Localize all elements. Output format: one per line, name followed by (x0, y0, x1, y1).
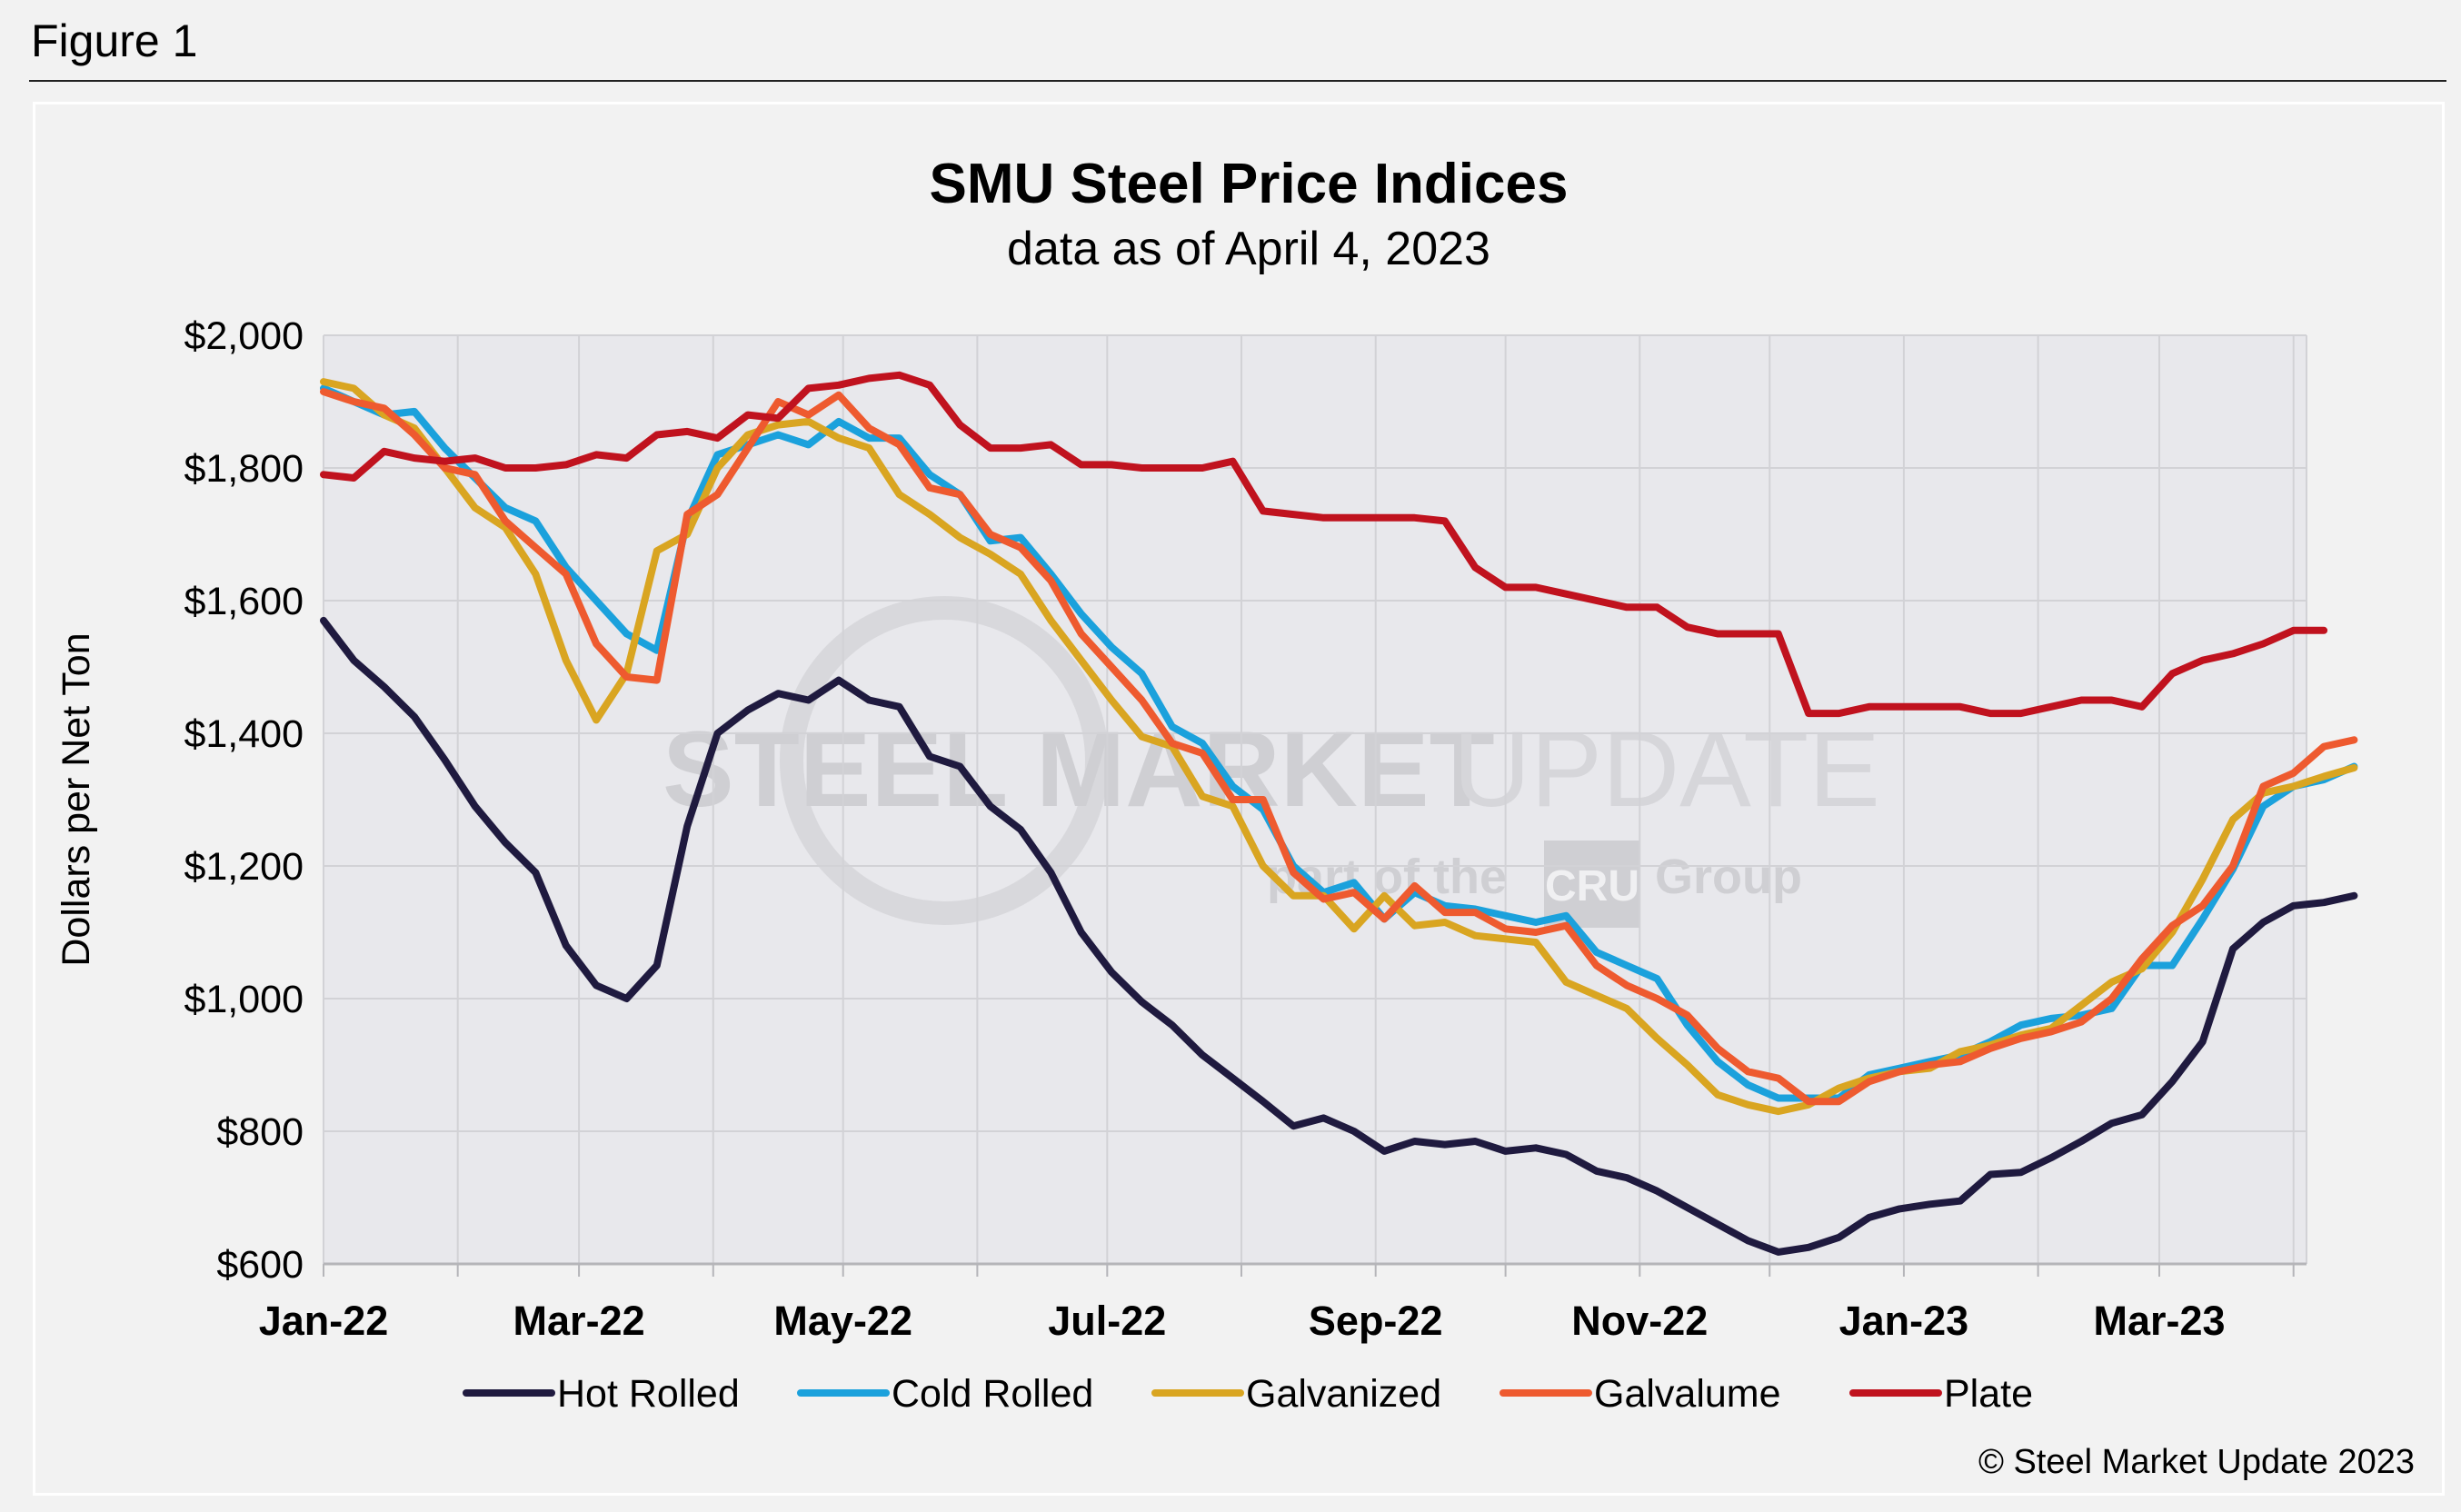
y-tick-label: $1,000 (184, 978, 304, 1021)
x-tick-label: Jan-23 (1839, 1298, 1969, 1344)
series-line-plate (320, 371, 2328, 718)
watermark-cru-box (1544, 841, 1640, 928)
x-tick-label: May-22 (773, 1298, 912, 1344)
chart-title: SMU Steel Price Indices (930, 153, 1569, 215)
series-line-cold-rolled (320, 384, 2358, 1102)
legend-label-cold-rolled: Cold Rolled (892, 1372, 1093, 1416)
legend-label-galvanized: Galvanized (1246, 1372, 1441, 1416)
x-tick-label: Jan-22 (259, 1298, 389, 1344)
y-tick-label: $1,600 (184, 580, 304, 623)
y-tick-label: $800 (216, 1110, 304, 1154)
y-tick-label: $1,400 (184, 712, 304, 756)
y-axis-label: Dollars per Net Ton (55, 632, 98, 966)
watermark-ring (780, 596, 1109, 925)
chart: SMU Steel Price Indices data as of April… (55, 153, 2415, 1481)
grid (323, 334, 2307, 1265)
x-tick-label: Sep-22 (1309, 1298, 1443, 1344)
x-tick-labels: Jan-22 Mar-22 May-22 Jul-22 Sep-22 Nov-22 Jan-… (259, 1298, 2226, 1344)
chart-panel: SMU Steel Price Indices data as of April… (33, 102, 2445, 1496)
y-tick-label: $2,000 (184, 314, 304, 358)
x-tick-label: Nov-22 (1571, 1298, 1708, 1344)
watermark-cru: CRU (1545, 862, 1639, 910)
x-tick-label: Mar-23 (2093, 1298, 2225, 1344)
series-lines (320, 371, 2358, 1256)
legend-label-hot-rolled: Hot Rolled (557, 1372, 740, 1416)
y-tick-label: $600 (216, 1243, 304, 1287)
y-tick-label: $1,200 (184, 845, 304, 889)
figure-divider (29, 80, 2446, 82)
watermark-brand-light: UPDATE (1453, 710, 1880, 830)
watermark-brand-bold: STEEL MARKET (663, 710, 1495, 830)
legend-label-galvalume: Galvalume (1594, 1372, 1781, 1416)
series-line-hot-rolled (320, 616, 2358, 1256)
figure-label: Figure 1 (31, 15, 198, 66)
y-tick-labels: $600 $800 $1,000 $1,200 $1,400 $1,600 $1,800 $2… (184, 314, 304, 1287)
chart-subtitle: data as of April 4, 2023 (1007, 223, 1490, 275)
legend-label-plate: Plate (1944, 1372, 2033, 1416)
legend: Hot Rolled Cold Rolled Galvanized Galvalume… (463, 1372, 2033, 1416)
axes (323, 1262, 2307, 1277)
x-tick-label: Mar-22 (513, 1298, 645, 1344)
plot-area (324, 335, 2307, 1264)
copyright-text: © Steel Market Update 2023 (1978, 1443, 2415, 1481)
x-tick-label: Jul-22 (1048, 1298, 1166, 1344)
watermark-group: Group (1655, 850, 1802, 904)
series-line-galvalume (320, 388, 2358, 1106)
y-tick-label: $1,800 (184, 447, 304, 491)
